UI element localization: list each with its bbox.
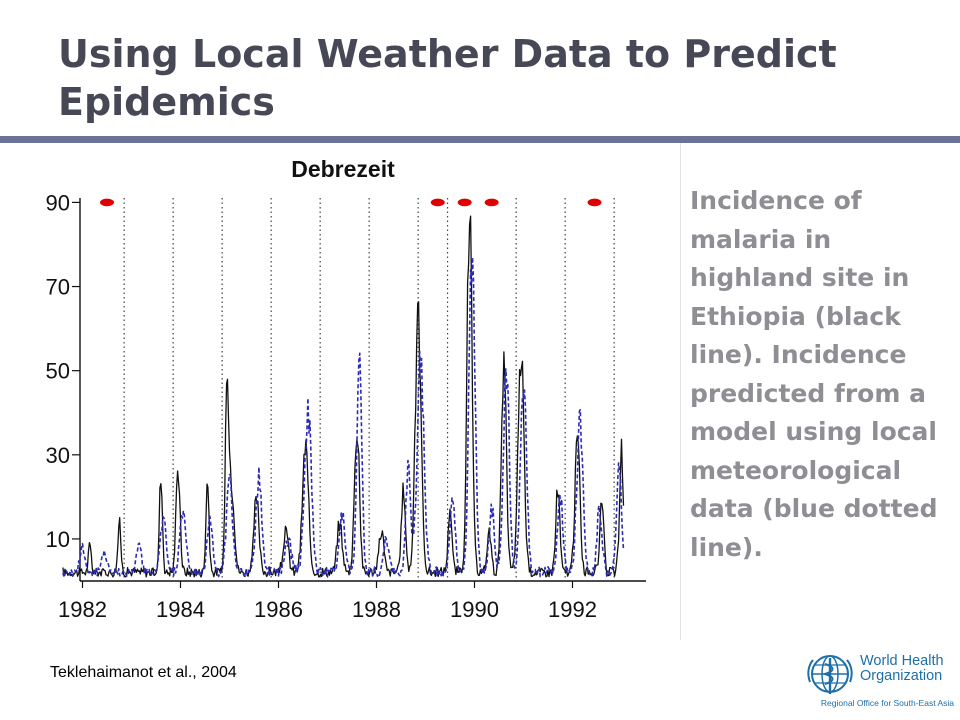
- y-tick-label: 70: [46, 275, 70, 300]
- epidemic-marker: [430, 198, 445, 207]
- y-tick-label: 50: [46, 359, 70, 384]
- epidemic-markers: [100, 198, 602, 207]
- malaria-incidence-chart: Debrezeit 1982 1984 1986 1988 1990 1992 10 30 5…: [46, 156, 646, 622]
- vertical-dotted-lines: [123, 198, 615, 581]
- who-logo: World Health Organization Regional Offic…: [804, 652, 954, 710]
- who-region: Regional Office for South-East Asia: [820, 698, 954, 708]
- epidemic-marker: [587, 198, 602, 207]
- x-axis: 1982 1984 1986 1988 1990 1992: [58, 580, 646, 622]
- who-emblem-icon: [807, 655, 853, 694]
- x-tick-label: 1988: [352, 597, 401, 622]
- predicted-series-line: [62, 256, 625, 578]
- series-lines: [62, 215, 625, 578]
- y-tick-label: 90: [46, 190, 70, 215]
- chart-panel: [0, 143, 680, 640]
- citation: Teklehaimanot et al., 2004: [50, 664, 237, 681]
- x-tick-label: 1984: [156, 597, 205, 622]
- epidemic-marker: [100, 198, 114, 207]
- y-axis: 10 30 50 70 90: [46, 190, 81, 581]
- y-tick-label: 10: [46, 527, 70, 552]
- epidemic-marker: [457, 198, 472, 207]
- x-tick-label: 1992: [548, 597, 597, 622]
- panel-divider: [680, 143, 681, 640]
- who-name: World Health Organization: [860, 653, 944, 684]
- chart-caption: Incidence of malaria in highland site in…: [690, 186, 938, 562]
- x-tick-label: 1986: [254, 597, 303, 622]
- epidemic-marker: [484, 198, 499, 207]
- title-rule: [0, 136, 960, 143]
- chart-title: Debrezeit: [291, 156, 395, 182]
- page-title: Using Local Weather Data to Predict Epid…: [58, 32, 837, 124]
- x-tick-label: 1982: [58, 597, 107, 622]
- y-tick-label: 30: [46, 443, 70, 468]
- x-tick-label: 1990: [450, 597, 499, 622]
